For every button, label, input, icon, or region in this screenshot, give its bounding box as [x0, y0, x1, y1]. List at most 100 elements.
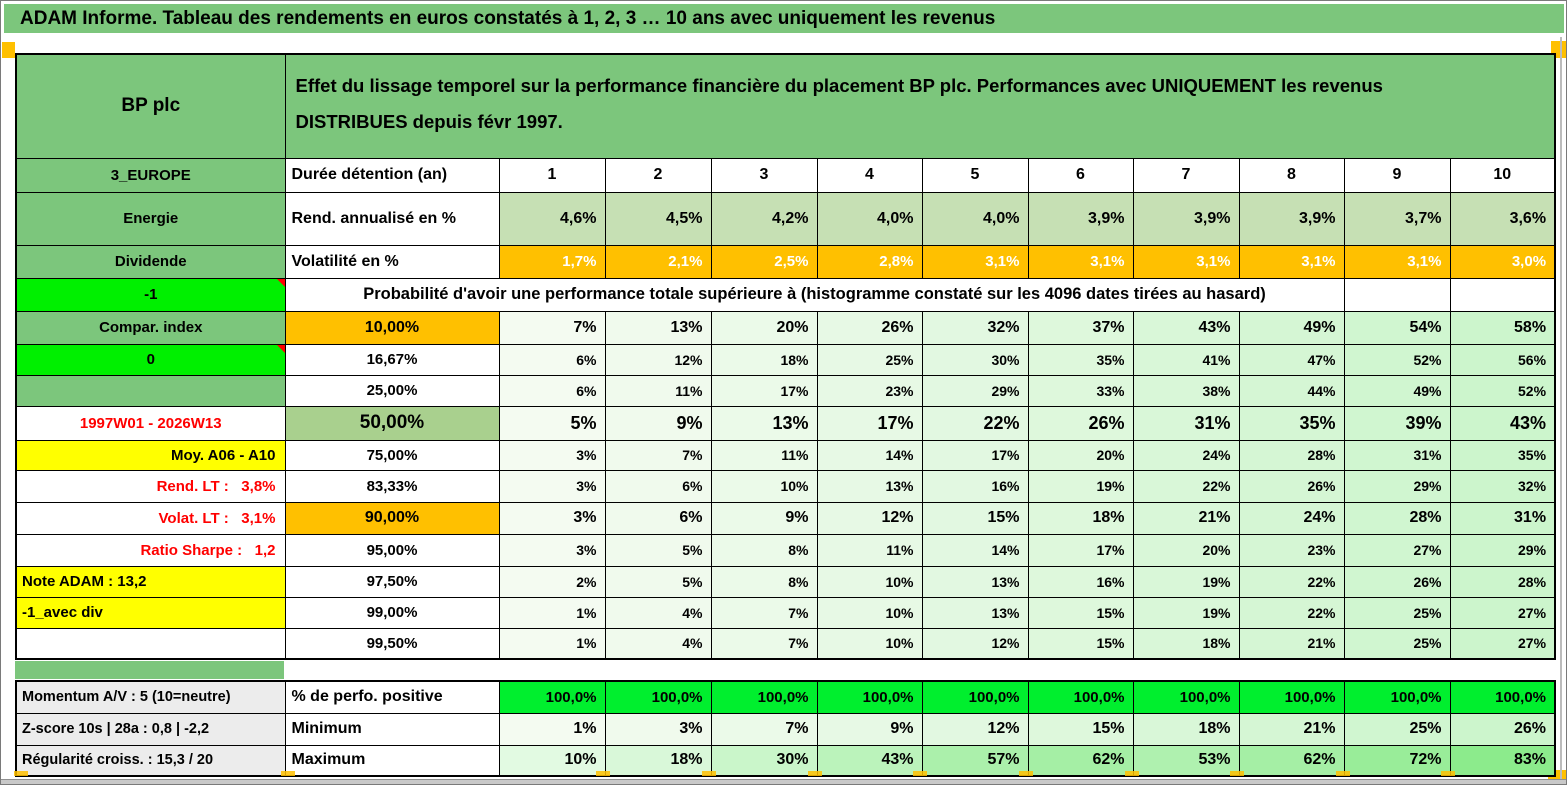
percentile-value-cell[interactable]: 52% — [1343, 343, 1451, 376]
minimum-cell[interactable]: 26% — [1449, 712, 1556, 746]
maximum-cell[interactable]: 43% — [816, 744, 923, 777]
percentile-label-cell[interactable]: 10,00% — [284, 310, 500, 345]
percentile-value-cell[interactable]: 5% — [498, 405, 606, 441]
percentile-value-cell[interactable]: 35% — [1238, 405, 1345, 441]
percentile-value-cell[interactable]: 31% — [1132, 405, 1240, 441]
positive_perf-cell[interactable]: 100,0% — [816, 680, 923, 714]
duration-header-cell[interactable]: 10 — [1449, 157, 1556, 193]
left-label-cell[interactable]: Energie — [15, 191, 286, 246]
row-label-cell[interactable]: Volatilité en % — [284, 244, 500, 279]
percentile-value-cell[interactable]: 27% — [1449, 596, 1556, 629]
minimum-cell[interactable]: 18% — [1132, 712, 1240, 746]
percentile-label-cell[interactable]: 83,33% — [284, 469, 500, 503]
annualized-return-cell[interactable]: 3,6% — [1449, 191, 1556, 246]
minimum-cell[interactable]: 12% — [921, 712, 1029, 746]
percentile-value-cell[interactable]: 22% — [921, 405, 1029, 441]
percentile-value-cell[interactable]: 23% — [1238, 533, 1345, 567]
percentile-value-cell[interactable]: 4% — [604, 596, 712, 629]
percentile-value-cell[interactable]: 7% — [498, 310, 606, 345]
percentile-value-cell[interactable]: 33% — [1027, 374, 1134, 407]
annualized-return-cell[interactable]: 4,0% — [921, 191, 1029, 246]
annualized-return-cell[interactable]: 3,9% — [1027, 191, 1134, 246]
percentile-value-cell[interactable]: 10% — [816, 596, 923, 629]
positive_perf-cell[interactable]: 100,0% — [1238, 680, 1345, 714]
volatility-cell[interactable]: 3,0% — [1449, 244, 1556, 279]
percentile-value-cell[interactable]: 12% — [921, 627, 1029, 660]
left-label-cell[interactable]: 3_EUROPE — [15, 157, 286, 193]
percentile-label-cell[interactable]: 90,00% — [284, 501, 500, 535]
duration-header-cell[interactable]: 4 — [816, 157, 923, 193]
percentile-value-cell[interactable]: 38% — [1132, 374, 1240, 407]
percentile-value-cell[interactable]: 14% — [816, 439, 923, 471]
percentile-value-cell[interactable]: 9% — [710, 501, 818, 535]
maximum-cell[interactable]: 62% — [1238, 744, 1345, 777]
percentile-value-cell[interactable]: 15% — [1027, 596, 1134, 629]
percentile-value-cell[interactable]: 26% — [1027, 405, 1134, 441]
percentile-value-cell[interactable]: 8% — [710, 565, 818, 598]
percentile-value-cell[interactable]: 3% — [498, 533, 606, 567]
left-label-cell[interactable]: Note ADAM : 13,2 — [15, 565, 286, 598]
percentile-value-cell[interactable]: 30% — [921, 343, 1029, 376]
percentile-value-cell[interactable]: 28% — [1449, 565, 1556, 598]
percentile-value-cell[interactable]: 6% — [604, 469, 712, 503]
percentile-value-cell[interactable]: 13% — [816, 469, 923, 503]
percentile-value-cell[interactable]: 10% — [710, 469, 818, 503]
percentile-value-cell[interactable]: 23% — [816, 374, 923, 407]
positive_perf-cell[interactable]: 100,0% — [710, 680, 818, 714]
positive_perf-cell[interactable]: 100,0% — [1132, 680, 1240, 714]
percentile-value-cell[interactable]: 16% — [921, 469, 1029, 503]
percentile-value-cell[interactable]: 56% — [1449, 343, 1556, 376]
left-label-cell[interactable]: 0 — [15, 343, 286, 376]
percentile-value-cell[interactable]: 17% — [710, 374, 818, 407]
volatility-cell[interactable]: 3,1% — [921, 244, 1029, 279]
percentile-value-cell[interactable]: 19% — [1027, 469, 1134, 503]
percentile-value-cell[interactable]: 49% — [1238, 310, 1345, 345]
minimum-cell[interactable]: 15% — [1027, 712, 1134, 746]
percentile-value-cell[interactable]: 6% — [498, 374, 606, 407]
left-label-cell[interactable] — [15, 627, 286, 660]
percentile-value-cell[interactable]: 32% — [1449, 469, 1556, 503]
percentile-value-cell[interactable]: 15% — [1027, 627, 1134, 660]
duration-header-cell[interactable]: 8 — [1238, 157, 1345, 193]
row-label-cell[interactable]: % de perfo. positive — [284, 680, 500, 714]
annualized-return-cell[interactable]: 4,5% — [604, 191, 712, 246]
volatility-cell[interactable]: 3,1% — [1343, 244, 1451, 279]
left-label-cell[interactable] — [15, 374, 286, 407]
percentile-value-cell[interactable]: 1% — [498, 596, 606, 629]
percentile-value-cell[interactable]: 19% — [1132, 565, 1240, 598]
percentile-value-cell[interactable]: 21% — [1238, 627, 1345, 660]
percentile-value-cell[interactable]: 20% — [710, 310, 818, 345]
percentile-value-cell[interactable]: 41% — [1132, 343, 1240, 376]
maximum-cell[interactable]: 10% — [498, 744, 606, 777]
maximum-cell[interactable]: 62% — [1027, 744, 1134, 777]
percentile-value-cell[interactable]: 3% — [498, 469, 606, 503]
volatility-cell[interactable]: 2,8% — [816, 244, 923, 279]
duration-header-cell[interactable]: 9 — [1343, 157, 1451, 193]
percentile-value-cell[interactable]: 7% — [604, 439, 712, 471]
percentile-value-cell[interactable]: 26% — [1238, 469, 1345, 503]
percentile-value-cell[interactable]: 18% — [710, 343, 818, 376]
annualized-return-cell[interactable]: 3,7% — [1343, 191, 1451, 246]
percentile-value-cell[interactable]: 17% — [1027, 533, 1134, 567]
percentile-value-cell[interactable]: 13% — [710, 405, 818, 441]
percentile-value-cell[interactable]: 13% — [921, 596, 1029, 629]
percentile-value-cell[interactable]: 44% — [1238, 374, 1345, 407]
positive_perf-cell[interactable]: 100,0% — [498, 680, 606, 714]
indicator-label-cell[interactable]: Z-score 10s | 28a : 0,8 | -2,2 — [15, 712, 286, 746]
percentile-value-cell[interactable]: 14% — [921, 533, 1029, 567]
empty-cell[interactable] — [1343, 277, 1451, 312]
duration-label-cell[interactable]: Durée détention (an) — [284, 157, 500, 193]
percentile-value-cell[interactable]: 24% — [1238, 501, 1345, 535]
empty-cell[interactable] — [1449, 277, 1556, 312]
percentile-value-cell[interactable]: 29% — [1343, 469, 1451, 503]
banner-title-cell[interactable]: ADAM Informe. Tableau des rendements en … — [4, 4, 1564, 33]
maximum-cell[interactable]: 53% — [1132, 744, 1240, 777]
annualized-return-cell[interactable]: 4,0% — [816, 191, 923, 246]
percentile-value-cell[interactable]: 21% — [1132, 501, 1240, 535]
volatility-cell[interactable]: 3,1% — [1238, 244, 1345, 279]
probability-note-cell[interactable]: Probabilité d'avoir une performance tota… — [284, 277, 1345, 312]
percentile-label-cell[interactable]: 99,00% — [284, 596, 500, 629]
percentile-value-cell[interactable]: 11% — [816, 533, 923, 567]
minimum-cell[interactable]: 3% — [604, 712, 712, 746]
percentile-value-cell[interactable]: 2% — [498, 565, 606, 598]
